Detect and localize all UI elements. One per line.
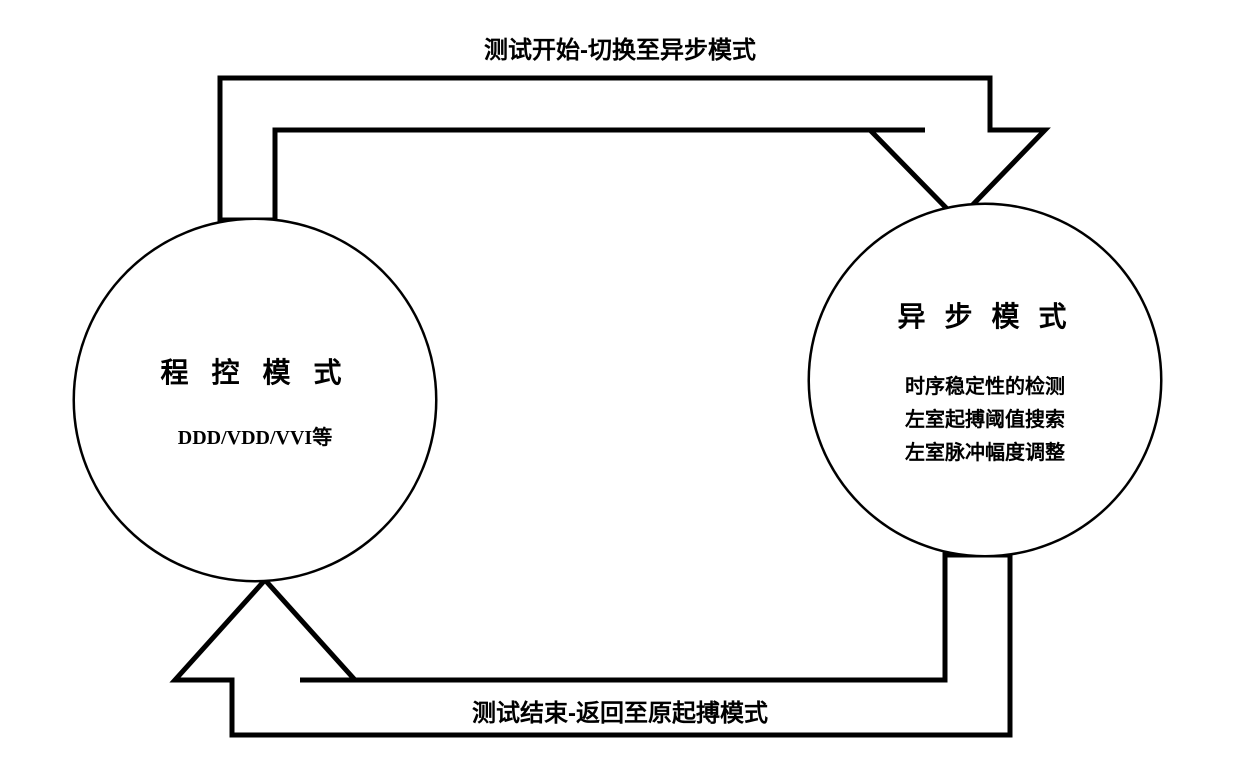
arrow-top — [220, 78, 1045, 220]
left-node-title: 程 控 模 式 — [160, 351, 349, 391]
top-arrow-path — [220, 78, 1045, 220]
left-node: 程 控 模 式 DDD/VDD/VVI等 — [75, 220, 435, 580]
left-node-subtitle: DDD/VDD/VVI等 — [178, 421, 332, 450]
top-edge-label: 测试开始-切换至异步模式 — [484, 30, 756, 65]
mode-switch-diagram: 程 控 模 式 DDD/VDD/VVI等 异 步 模 式 时序稳定性的检测 左室… — [0, 0, 1240, 769]
right-node-line-2: 左室起搏阈值搜索 — [905, 403, 1065, 432]
bottom-edge-label: 测试结束-返回至原起搏模式 — [472, 693, 768, 728]
right-node-line-1: 时序稳定性的检测 — [905, 370, 1065, 399]
top-arrow — [220, 78, 1045, 220]
right-node-title: 异 步 模 式 — [897, 295, 1072, 335]
right-node: 异 步 模 式 时序稳定性的检测 左室起搏阈值搜索 左室脉冲幅度调整 — [810, 205, 1160, 555]
right-node-line-3: 左室脉冲幅度调整 — [905, 436, 1065, 465]
